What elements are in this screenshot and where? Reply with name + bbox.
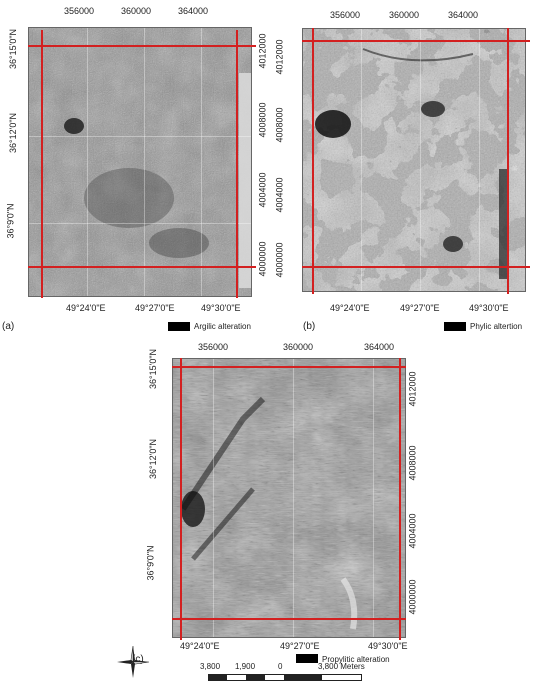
top-tick-c-1: 360000 bbox=[283, 342, 314, 352]
bottom-tick-b-0: 49°24'0"E bbox=[330, 303, 370, 313]
left-tick-b-0: 4012000 bbox=[274, 39, 285, 75]
panel-label-b: (b) bbox=[303, 321, 316, 332]
boundary-right-b bbox=[507, 28, 509, 294]
bottom-tick-a-2: 49°30'0"E bbox=[201, 303, 241, 313]
left-tick-a-2: 36°9'0"N bbox=[5, 203, 16, 239]
left-tick-b-3: 4000000 bbox=[274, 242, 285, 278]
top-tick-c-0: 356000 bbox=[198, 342, 229, 352]
bottom-tick-c-0: 49°24'0"E bbox=[180, 641, 220, 651]
bottom-tick-c-2: 49°30'0"E bbox=[368, 641, 408, 651]
boundary-top-b bbox=[302, 40, 530, 42]
legend-swatch-b bbox=[444, 322, 466, 331]
panel-c: 356000 360000 364000 36°15'0"N 36°12'0"N… bbox=[130, 338, 420, 682]
boundary-top-a bbox=[28, 45, 256, 47]
compass-rose-icon bbox=[116, 645, 150, 679]
left-tick-a-0: 36°15'0"N bbox=[8, 28, 19, 70]
boundary-bottom-a bbox=[28, 266, 256, 268]
left-tick-b-2: 4004000 bbox=[274, 177, 285, 213]
top-tick-b-0: 356000 bbox=[330, 10, 361, 20]
satellite-image-b bbox=[303, 29, 525, 291]
scale-label-0: 3,800 bbox=[200, 662, 221, 671]
boundary-top-c bbox=[172, 366, 406, 368]
boundary-right-a bbox=[236, 30, 238, 298]
bottom-tick-c-1: 49°27'0"E bbox=[280, 641, 320, 651]
top-tick-c-2: 364000 bbox=[364, 342, 395, 352]
legend-swatch-a bbox=[168, 322, 190, 331]
legend-text-c: Propylitic alteration bbox=[322, 655, 390, 664]
panel-a: 356000 360000 364000 36°15'0"N 36°12'0"N… bbox=[0, 0, 268, 335]
map-frame-a bbox=[28, 27, 252, 297]
map-frame-c bbox=[172, 358, 406, 638]
scale-label-1: 1,900 bbox=[235, 662, 256, 671]
boundary-left-a bbox=[41, 30, 43, 298]
boundary-left-b bbox=[312, 28, 314, 294]
top-tick-a-2: 364000 bbox=[178, 6, 209, 16]
panel-b: 356000 360000 364000 4012000 4008000 400… bbox=[268, 0, 534, 335]
legend-swatch-c bbox=[296, 654, 318, 663]
bottom-tick-b-1: 49°27'0"E bbox=[400, 303, 440, 313]
right-tick-a-1: 4008000 bbox=[257, 102, 268, 138]
boundary-left-c bbox=[180, 358, 182, 640]
scale-bar: 3,800 1,900 0 3,800 Meters bbox=[200, 662, 380, 682]
right-tick-c-2: 4004000 bbox=[407, 513, 418, 549]
top-tick-b-1: 360000 bbox=[389, 10, 420, 20]
right-tick-a-3: 4000000 bbox=[257, 241, 268, 277]
bottom-tick-a-1: 49°27'0"E bbox=[135, 303, 175, 313]
bottom-tick-a-0: 49°24'0"E bbox=[66, 303, 106, 313]
map-frame-b bbox=[302, 28, 526, 292]
right-tick-c-3: 4000000 bbox=[407, 579, 418, 615]
bottom-tick-b-2: 49°30'0"E bbox=[469, 303, 509, 313]
boundary-bottom-c bbox=[172, 618, 406, 620]
scale-label-2: 0 bbox=[278, 662, 283, 671]
legend-text-b: Phylic altertion bbox=[470, 322, 523, 331]
left-tick-c-2: 36°9'0"N bbox=[145, 545, 156, 581]
top-tick-b-2: 364000 bbox=[448, 10, 479, 20]
boundary-bottom-b bbox=[302, 266, 530, 268]
left-tick-a-1: 36°12'0"N bbox=[8, 112, 19, 154]
left-tick-c-0: 36°15'0"N bbox=[148, 348, 159, 390]
top-tick-a-1: 360000 bbox=[121, 6, 152, 16]
right-tick-c-0: 4012000 bbox=[407, 371, 418, 407]
right-tick-a-2: 4004000 bbox=[257, 172, 268, 208]
right-tick-c-1: 4008000 bbox=[407, 445, 418, 481]
legend-text-a: Argilic alteration bbox=[194, 322, 251, 331]
panel-label-c: (c) bbox=[132, 654, 144, 665]
satellite-image-a bbox=[29, 28, 251, 296]
right-tick-a-0: 4012000 bbox=[257, 33, 268, 69]
boundary-right-c bbox=[399, 358, 401, 640]
scale-label-3: 3,800 Meters bbox=[318, 662, 365, 671]
left-tick-b-1: 4008000 bbox=[274, 107, 285, 143]
satellite-image-c bbox=[173, 359, 405, 637]
left-tick-c-1: 36°12'0"N bbox=[148, 438, 159, 480]
top-tick-a-0: 356000 bbox=[64, 6, 95, 16]
panel-label-a: (a) bbox=[2, 321, 15, 332]
